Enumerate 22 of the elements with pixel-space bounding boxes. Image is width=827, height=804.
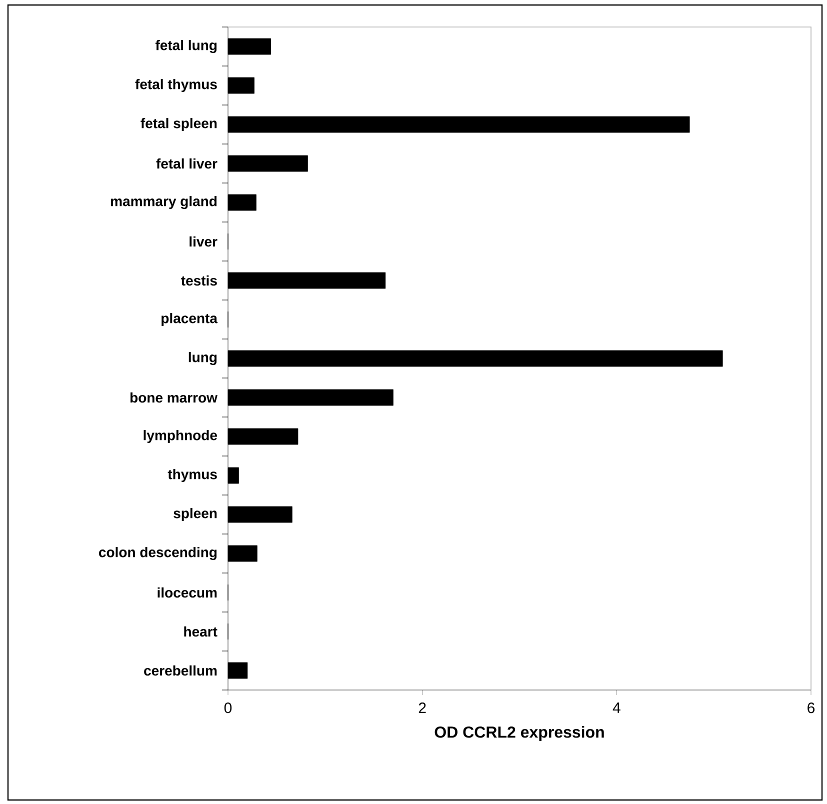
y-tick-label: testis	[181, 275, 217, 286]
y-tick-label: fetal liver	[156, 158, 218, 169]
y-tick-label: fetal thymus	[135, 78, 217, 92]
x-tick-label: 0	[224, 702, 232, 714]
x-tick-label: 6	[808, 702, 815, 714]
y-tick-label: thymus	[168, 468, 217, 482]
y-tick-label: cerebellum	[144, 665, 217, 676]
x-tick-label: 2	[418, 702, 426, 714]
y-tick-label: placenta	[162, 312, 218, 326]
y-tick-label: ilocecum	[158, 587, 217, 598]
y-tick-label: bone marrow	[130, 392, 218, 403]
x-axis-title: OD CCRL2 expression	[434, 726, 604, 741]
y-tick-label: lymphnode	[144, 430, 217, 444]
y-tick-label: mammary gland	[111, 196, 217, 210]
y-tick-label: heart	[184, 626, 218, 637]
y-tick-label: fetal lung	[155, 40, 217, 54]
y-tick-label: spleen	[174, 508, 217, 522]
y-tick-label: liver	[190, 236, 218, 247]
y-tick-label: lung	[188, 352, 217, 366]
y-tick-label: fetal spleen	[140, 118, 217, 132]
y-tick-label: colon descending	[99, 546, 217, 560]
x-tick-label: 4	[612, 702, 620, 713]
